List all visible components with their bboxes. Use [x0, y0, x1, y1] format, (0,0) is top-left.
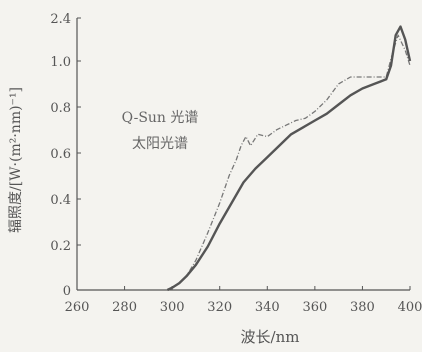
x-axis-title: 波长/nm	[241, 328, 300, 346]
x-ticks: 260 280 300 320 340 360 380 400	[65, 286, 422, 315]
x-tick-label: 380	[350, 300, 375, 315]
series-line-sun	[166, 25, 412, 292]
legend-item-qsun: Q-Sun 光谱	[122, 110, 199, 126]
x-tick-label: 400	[398, 300, 422, 315]
series-layer	[166, 25, 412, 292]
legend: Q-Sun 光谱 太阳光谱	[122, 110, 199, 152]
y-tick-label: 0.8	[50, 101, 71, 116]
series-line-qsun	[167, 34, 411, 291]
axes-group	[76, 18, 410, 291]
y-axis-title: 辐照度/[W·(m²·nm)⁻¹]	[8, 87, 24, 233]
x-tick-label: 260	[65, 300, 90, 315]
y-tick-label: 2.4	[50, 12, 71, 27]
y-tick-label: 0.4	[50, 193, 71, 208]
y-tick-label: 0.2	[50, 239, 71, 254]
y-ticks: 0 0.2 0.4 0.6 0.8 1.0 2.4	[50, 12, 81, 299]
x-tick-label: 360	[302, 300, 327, 315]
y-tick-label: 0	[63, 284, 71, 299]
x-tick-label: 280	[112, 300, 137, 315]
y-tick-label: 1.0	[50, 55, 71, 70]
x-tick-label: 340	[255, 300, 280, 315]
x-tick-label: 300	[160, 300, 185, 315]
legend-item-sun: 太阳光谱	[132, 136, 188, 152]
y-tick-label: 0.6	[50, 147, 71, 162]
x-tick-label: 320	[207, 300, 232, 315]
